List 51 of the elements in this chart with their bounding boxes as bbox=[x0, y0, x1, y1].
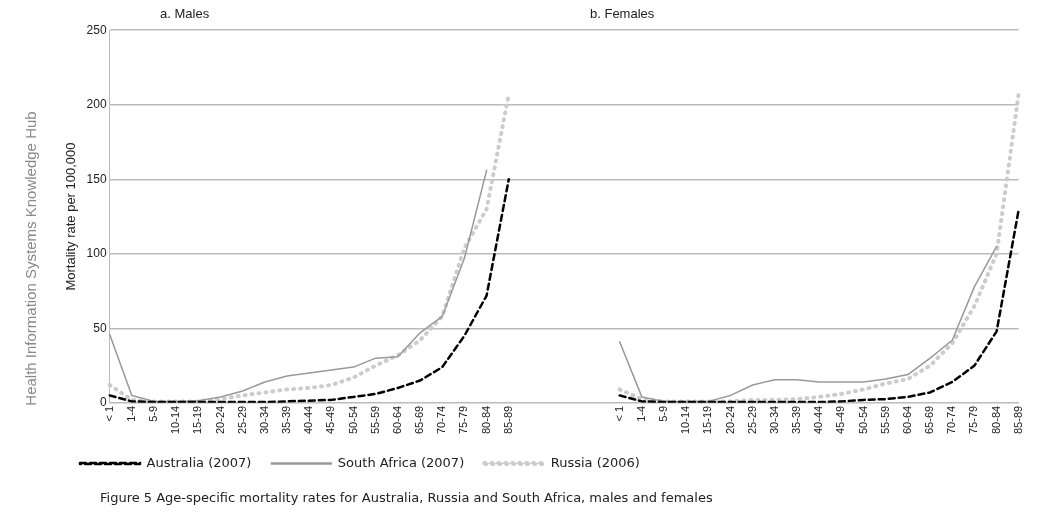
x-tick-label: 50-54 bbox=[346, 405, 359, 435]
y-tick-label: 250 bbox=[86, 22, 107, 37]
x-tick-label: 40-44 bbox=[302, 405, 315, 435]
x-tick-label: 70-74 bbox=[435, 405, 448, 435]
x-tick-label: 20-24 bbox=[723, 405, 736, 435]
x-tick-label: 5-9 bbox=[657, 405, 670, 422]
x-tick-label: 30-34 bbox=[767, 405, 780, 435]
x-tick-label: 65-69 bbox=[923, 405, 936, 435]
x-tick-label: 10-14 bbox=[169, 405, 182, 435]
text: a. Males bbox=[160, 6, 210, 21]
x-tick-label: 15-19 bbox=[701, 405, 714, 435]
x-tick-label: 55-59 bbox=[878, 405, 891, 435]
x-tick-label: 70-74 bbox=[945, 405, 958, 435]
legend-label: South Africa (2007) bbox=[337, 454, 465, 470]
x-tick-label: 75-79 bbox=[967, 405, 980, 435]
caption: Figure 5 Age-specific mortality rates for Australia, Russia and South Africa, males and females bbox=[100, 490, 713, 505]
x-tick-label: 20-24 bbox=[213, 405, 226, 435]
x-tick-label: 75-79 bbox=[457, 405, 470, 435]
x-tick-label: 10-14 bbox=[679, 405, 692, 435]
y-tick-label: 200 bbox=[86, 97, 107, 112]
x-tick-label: 50-54 bbox=[856, 405, 869, 435]
y-tick-label: 150 bbox=[86, 171, 107, 186]
x-tick-label: 40-44 bbox=[812, 405, 825, 435]
x-tick-label: 60-64 bbox=[390, 405, 403, 435]
legend-label: Russia (2006) bbox=[550, 454, 640, 470]
x-tick-label: 35-39 bbox=[790, 405, 803, 435]
y-tick-label: 50 bbox=[93, 320, 107, 335]
x-tick-label: 25-29 bbox=[235, 405, 248, 435]
x-tick-label: 85-89 bbox=[501, 405, 514, 435]
x-tick-label: < 1 bbox=[102, 405, 115, 422]
x-tick-label: 1-4 bbox=[124, 405, 137, 422]
x-tick-label: 55-59 bbox=[368, 405, 381, 435]
x-tick-label: 85-89 bbox=[1011, 405, 1024, 435]
x-tick-label: 1-4 bbox=[634, 405, 647, 422]
x-tick-label: 35-39 bbox=[280, 405, 293, 435]
x-tick-label: 80-84 bbox=[479, 405, 492, 435]
legend-label: Australia (2007) bbox=[146, 454, 252, 470]
x-tick-label: 5-9 bbox=[147, 405, 159, 422]
x-tick-label: 30-34 bbox=[257, 405, 270, 435]
text: b. Females bbox=[590, 6, 655, 21]
x-tick-label: 25-29 bbox=[745, 405, 758, 435]
x-tick-label: 65-69 bbox=[413, 405, 426, 435]
text: Health Information Systems Knowledge Hub bbox=[21, 110, 39, 408]
y-tick-label: 100 bbox=[86, 246, 107, 261]
x-tick-label: 60-64 bbox=[900, 405, 913, 435]
x-tick-label: 45-49 bbox=[834, 405, 847, 435]
y-axis-title: Mortality rate per 100,000 bbox=[63, 142, 79, 291]
x-tick-label: 15-19 bbox=[191, 405, 204, 435]
x-tick-label: < 1 bbox=[612, 405, 625, 422]
x-tick-label: 80-84 bbox=[989, 405, 1002, 435]
x-tick-label: 45-49 bbox=[324, 405, 337, 435]
